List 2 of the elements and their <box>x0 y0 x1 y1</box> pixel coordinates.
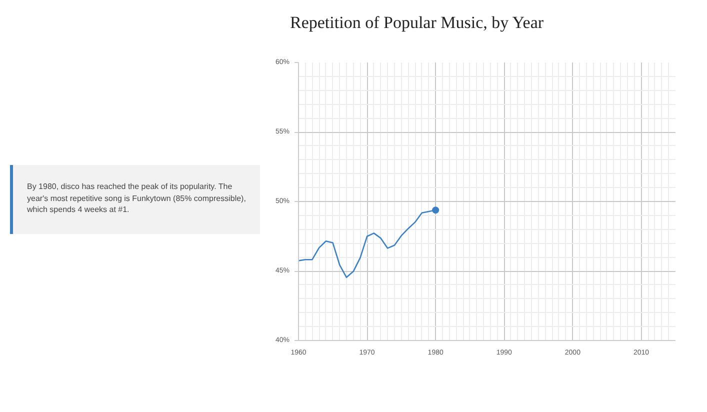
text: By 1980, disco has reached the peak of its popularity. The year's most repetitive song is Funkytown (85% compressible), which spends 4 weeks at #1. <box>27 181 247 216</box>
chart-title: Repetition of Popular Music, by Year <box>290 12 544 34</box>
